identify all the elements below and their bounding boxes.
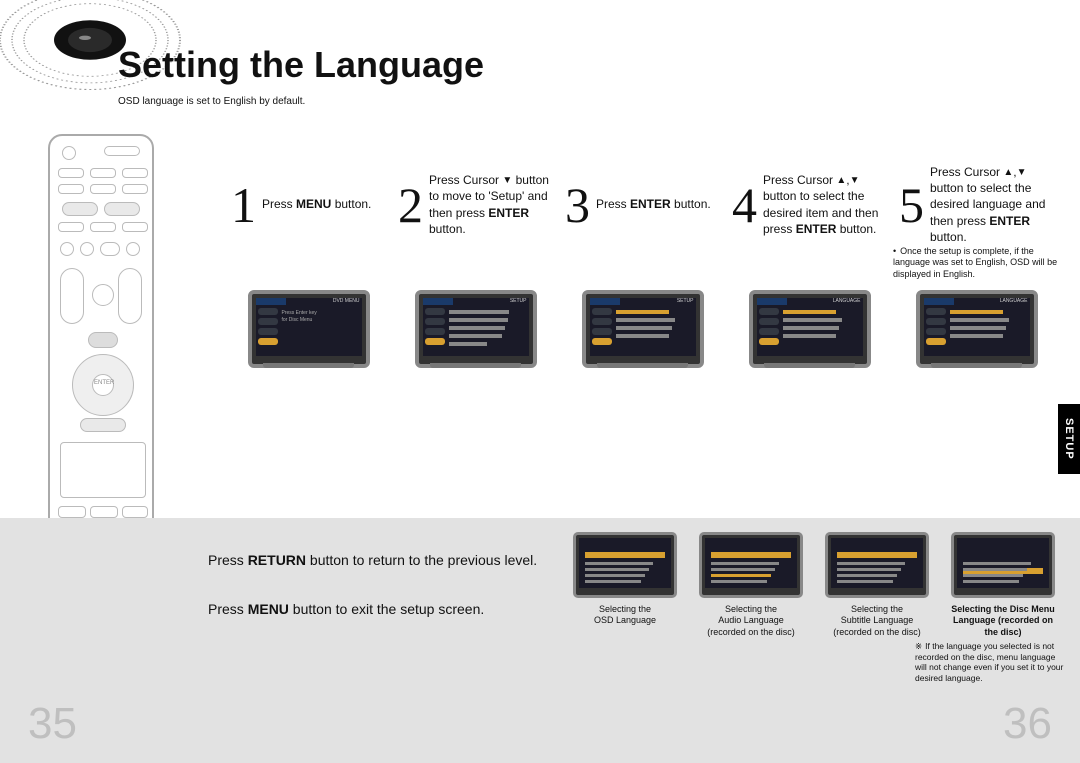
bottom-previews: Selecting theOSD Language Selecting theA… (570, 532, 1058, 638)
step-number: 4 (732, 180, 757, 230)
bottom-preview-4: Selecting the Disc MenuLanguage (recorde… (948, 532, 1058, 638)
footnote: ※If the language you selected is not rec… (915, 641, 1065, 684)
tv-preview-2: SETUP (392, 290, 559, 368)
page-number-left: 35 (28, 699, 77, 749)
top-previews: DVD MENU Press Enter keyfor Disc Menu SE… (225, 290, 1060, 368)
side-tab-setup: SETUP (1058, 404, 1080, 474)
step-4: 4 Press Cursor ▲,▼ button to select the … (726, 167, 893, 242)
step-2: 2 Press Cursor ▼ button to move to 'Setu… (392, 167, 559, 242)
tv-preview-5: LANGUAGE (893, 290, 1060, 368)
page-title: Setting the Language (118, 44, 484, 86)
menu-exit-instruction: Press MENU button to exit the setup scre… (208, 599, 553, 620)
bottom-preview-2: Selecting theAudio Language(recorded on … (696, 532, 806, 638)
tv-preview-3: SETUP (559, 290, 726, 368)
preview-caption: Selecting theSubtitle Language(recorded … (833, 604, 921, 638)
step-text: Press ENTER button. (596, 196, 711, 212)
step-text: Press Cursor ▼ button to move to 'Setup'… (429, 172, 553, 237)
return-instruction: Press RETURN button to return to the pre… (208, 550, 553, 571)
page-subtitle: OSD language is set to English by defaul… (118, 96, 305, 107)
step-number: 3 (565, 180, 590, 230)
step5-note: •Once the setup is complete, if the lang… (893, 246, 1063, 280)
step-1: 1 Press MENU button. (225, 167, 392, 242)
preview-caption: Selecting the Disc MenuLanguage (recorde… (948, 604, 1058, 638)
tv-preview-1: DVD MENU Press Enter keyfor Disc Menu (225, 290, 392, 368)
bottom-preview-1: Selecting theOSD Language (570, 532, 680, 638)
step-number: 2 (398, 180, 423, 230)
step-number: 5 (899, 180, 924, 230)
page-number-right: 36 (1003, 699, 1052, 749)
step-text: Press Cursor ▲,▼ button to select the de… (930, 164, 1054, 245)
preview-caption: Selecting theAudio Language(recorded on … (707, 604, 795, 638)
step-text: Press MENU button. (262, 196, 371, 212)
bottom-left-instructions: Press RETURN button to return to the pre… (208, 550, 553, 648)
step-number: 1 (231, 180, 256, 230)
bottom-preview-3: Selecting theSubtitle Language(recorded … (822, 532, 932, 638)
step-text: Press Cursor ▲,▼ button to select the de… (763, 172, 887, 237)
preview-caption: Selecting theOSD Language (594, 604, 656, 627)
step-3: 3 Press ENTER button. (559, 167, 726, 242)
step-5: 5 Press Cursor ▲,▼ button to select the … (893, 167, 1060, 242)
steps-row: 1 Press MENU button.2 Press Cursor ▼ but… (225, 167, 1060, 242)
tv-preview-4: LANGUAGE (726, 290, 893, 368)
